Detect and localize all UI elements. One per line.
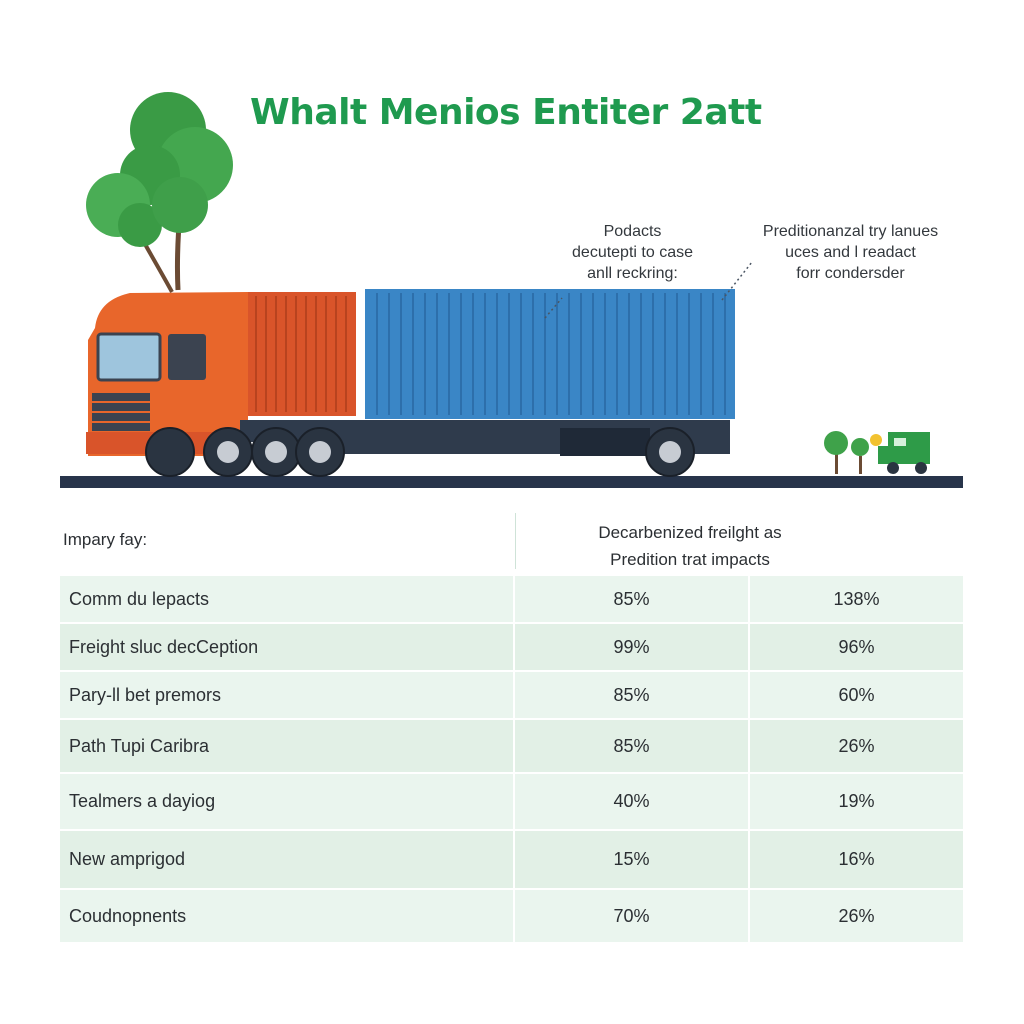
row-value-1: 40% [515, 774, 750, 829]
table-row: Tealmers a dayiog 40% 19% [60, 774, 963, 831]
row-value-2: 26% [838, 905, 875, 926]
road [60, 476, 963, 488]
row-value-1: 85% [515, 720, 750, 772]
table-body: Comm du lepacts 85% 138% Freight sluc de… [60, 576, 963, 944]
row-label: Freight sluc decCeption [60, 624, 515, 670]
table-row: Freight sluc decCeption 99% 96% [60, 624, 963, 672]
table-row: New amprigod 15% 16% [60, 831, 963, 890]
row-value-2: 19% [838, 791, 875, 811]
green-truck-icon [878, 432, 930, 474]
row-value-2: 138% [833, 588, 880, 609]
callout-predictional: Preditionanzal try lanues uces and l rea… [762, 223, 939, 282]
row-label: Pary-ll bet premors [60, 672, 515, 718]
small-tree-icon [824, 431, 869, 474]
table-row: Coudnopnents 70% 26% [60, 890, 963, 944]
truck-illustration [60, 92, 963, 488]
table-row: Path Tupi Caribra 85% 26% [60, 720, 963, 774]
row-value-2: 26% [838, 735, 875, 756]
row-value-1: 85% [515, 576, 750, 622]
row-value-1: 70% [515, 890, 750, 942]
impact-table: Impary fay: Decarbenized freilght as Pre… [60, 505, 963, 944]
sun-icon [870, 434, 882, 446]
row-value-1: 85% [515, 672, 750, 718]
tree-icon [86, 92, 233, 293]
label-column-header: Impary fay: [63, 530, 148, 549]
row-value-2: 16% [838, 849, 875, 869]
row-label: Comm du lepacts [60, 576, 515, 622]
row-value-2: 60% [838, 684, 875, 705]
row-label: Coudnopnents [60, 890, 515, 942]
row-label: Tealmers a dayiog [60, 774, 515, 829]
header-divider [515, 513, 516, 569]
row-value-2: 96% [838, 636, 875, 657]
page-title: Whalt Menios Entiter 2att [250, 92, 762, 133]
table-header: Impary fay: Decarbenized freilght as Pre… [60, 505, 963, 575]
table-row: Pary-ll bet premors 85% 60% [60, 672, 963, 720]
callout-products: Podacts decutepti to case anll reckring: [572, 223, 693, 282]
row-value-1: 15% [515, 831, 750, 888]
trailer-orange [246, 292, 356, 416]
value-column-header: Decarbenized freilght as Predition trat … [598, 523, 782, 569]
row-label: New amprigod [60, 831, 515, 888]
row-value-1: 99% [515, 624, 750, 670]
container-blue [365, 289, 735, 419]
row-label: Path Tupi Caribra [60, 720, 515, 772]
table-row: Comm du lepacts 85% 138% [60, 576, 963, 624]
